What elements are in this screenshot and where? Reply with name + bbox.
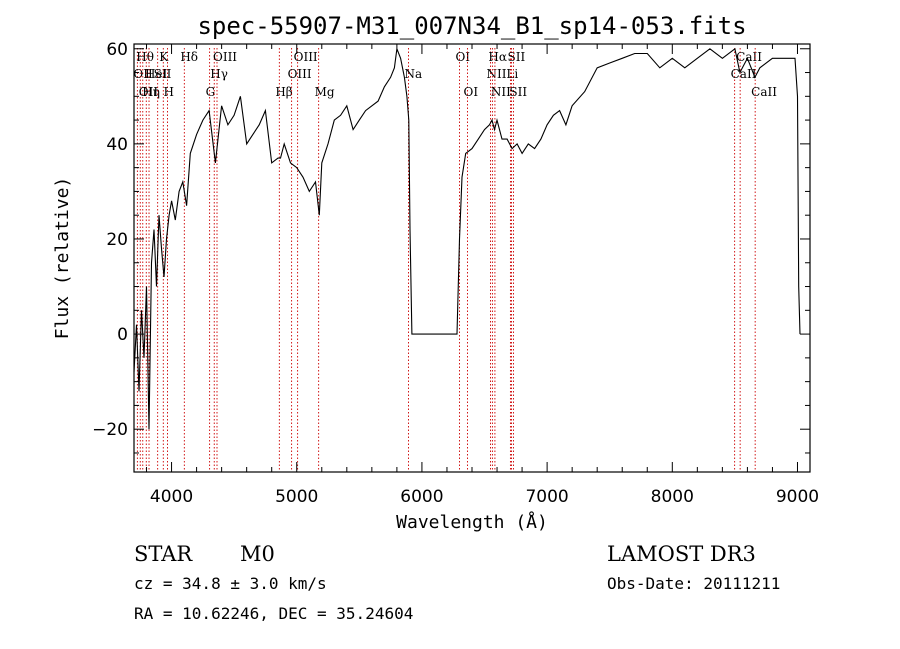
marker-label: K	[159, 50, 169, 64]
spectrum-series	[133, 47, 801, 430]
marker-label: OI	[463, 85, 478, 99]
marker-label: CaII	[736, 50, 762, 64]
x-axis-ticks: 4000 5000 6000 7000 8000 9000	[146, 44, 819, 507]
marker-label: Hδ	[180, 50, 198, 64]
object-class: STAR	[134, 542, 193, 566]
marker-label: Hθ	[136, 50, 154, 64]
spectrum-line	[133, 47, 801, 430]
marker-label: NII	[491, 85, 511, 99]
line-markers: OIIHθOIIHηHeISIIKHHδGHγOIIIHβOIIIOIIIMgN…	[133, 48, 777, 472]
marker-label: Hγ	[210, 67, 228, 81]
x-tick-label: 5000	[275, 487, 318, 507]
observation-date: Obs-Date: 20111211	[607, 574, 780, 593]
plot-frame	[133, 43, 811, 473]
coordinates: RA = 10.62246, DEC = 35.24604	[134, 604, 413, 623]
y-axis-ticks: −20 0 20 40 60	[92, 40, 810, 454]
marker-label: SII	[154, 67, 172, 81]
marker-label: OI	[455, 50, 470, 64]
y-tick-label: −20	[92, 420, 128, 440]
y-tick-label: 20	[106, 230, 128, 250]
x-axis-label: Wavelength (Å)	[396, 511, 548, 533]
marker-label: OIII	[294, 50, 318, 64]
marker-label: Mg	[315, 85, 335, 99]
marker-label: OIII	[288, 67, 312, 81]
y-tick-label: 0	[117, 325, 128, 345]
marker-label: CaII	[751, 85, 777, 99]
marker-label: Hα	[488, 50, 507, 64]
x-tick-label: 8000	[651, 487, 694, 507]
y-axis-label: Flux (relative)	[52, 177, 73, 340]
marker-label: SII	[509, 85, 527, 99]
marker-label: Na	[405, 67, 423, 81]
marker-label: HeI	[145, 67, 168, 81]
chart-title: spec-55907-M31_007N34_B1_sp14-053.fits	[197, 12, 746, 40]
object-subclass: M0	[240, 542, 275, 566]
marker-label: H	[164, 85, 174, 99]
x-tick-label: 6000	[400, 487, 443, 507]
redshift-value: cz = 34.8 ± 3.0 km/s	[134, 574, 327, 593]
marker-label: Hβ	[275, 85, 292, 99]
marker-label: OIII	[213, 50, 237, 64]
marker-label: Li	[506, 67, 518, 81]
y-tick-label: 40	[106, 135, 128, 155]
marker-label: OII	[139, 85, 159, 99]
marker-label: Hη	[142, 85, 160, 99]
x-tick-label: 9000	[776, 487, 819, 507]
x-tick-label: 4000	[150, 487, 193, 507]
y-tick-label: 60	[106, 40, 128, 60]
marker-label: NII	[487, 67, 507, 81]
marker-label: G	[206, 85, 216, 99]
marker-label: SII	[508, 50, 526, 64]
x-tick-label: 7000	[525, 487, 568, 507]
marker-label: CaII	[731, 67, 757, 81]
survey-name: LAMOST DR3	[607, 542, 756, 566]
